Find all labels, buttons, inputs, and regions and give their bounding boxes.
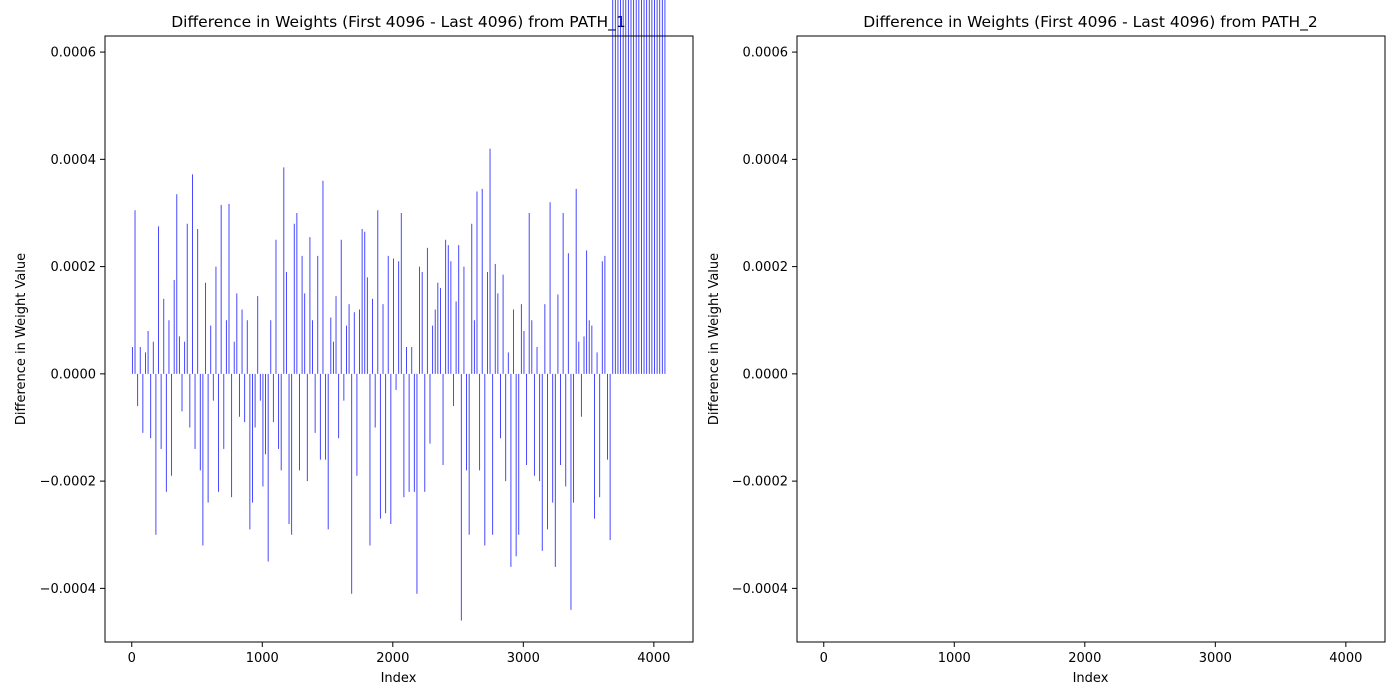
- x-axis-ticks-path2: 0 1000 2000 3000 4000: [820, 642, 1362, 666]
- y-tick-label: 0.0000: [51, 367, 97, 382]
- y-tick-label: 0.0002: [743, 260, 789, 275]
- y-tick-label: 0.0004: [51, 153, 97, 168]
- x-tick-label: 4000: [637, 651, 670, 666]
- chart-title-path1: Difference in Weights (First 4096 - Last…: [171, 13, 626, 32]
- bar-series-path1: [131, 0, 666, 621]
- y-tick-label: −0.0004: [40, 582, 96, 597]
- x-axis-label-path2: Index: [1073, 671, 1109, 686]
- y-tick-label: 0.0000: [743, 367, 789, 382]
- x-tick-label: 3000: [507, 651, 540, 666]
- y-tick-label: 0.0006: [743, 46, 789, 61]
- x-tick-label: 3000: [1199, 651, 1232, 666]
- y-tick-label: −0.0004: [732, 582, 788, 597]
- plot-frame-path1: [104, 35, 694, 643]
- x-tick-label: 2000: [376, 651, 409, 666]
- chart-title-path2: Difference in Weights (First 4096 - Last…: [863, 13, 1318, 32]
- subplot-path1: Difference in Weights (First 4096 - Last…: [14, 0, 694, 686]
- y-tick-label: −0.0002: [40, 475, 96, 490]
- y-axis-label-path1: Difference in Weight Value: [14, 253, 29, 425]
- y-tick-label: 0.0002: [51, 260, 97, 275]
- x-tick-label: 2000: [1068, 651, 1101, 666]
- y-axis-ticks-path1: −0.0004 −0.0002 0.0000 0.0002 0.0004 0.0006: [40, 46, 105, 597]
- x-tick-label: 0: [820, 651, 828, 666]
- x-tick-label: 1000: [938, 651, 971, 666]
- y-tick-label: −0.0002: [732, 475, 788, 490]
- y-axis-ticks-path2: −0.0004 −0.0002 0.0000 0.0002 0.0004 0.0006: [732, 46, 797, 597]
- y-tick-label: 0.0004: [743, 153, 789, 168]
- x-axis-label-path1: Index: [381, 671, 417, 686]
- x-tick-label: 0: [128, 651, 136, 666]
- y-tick-label: 0.0006: [51, 46, 97, 61]
- subplot-path2: Difference in Weights (First 4096 - Last…: [707, 13, 1386, 686]
- x-tick-label: 4000: [1329, 651, 1362, 666]
- x-tick-label: 1000: [246, 651, 279, 666]
- plot-frame-path2: [796, 35, 1386, 643]
- y-axis-label-path2: Difference in Weight Value: [707, 253, 722, 425]
- x-axis-ticks-path1: 0 1000 2000 3000 4000: [128, 642, 670, 666]
